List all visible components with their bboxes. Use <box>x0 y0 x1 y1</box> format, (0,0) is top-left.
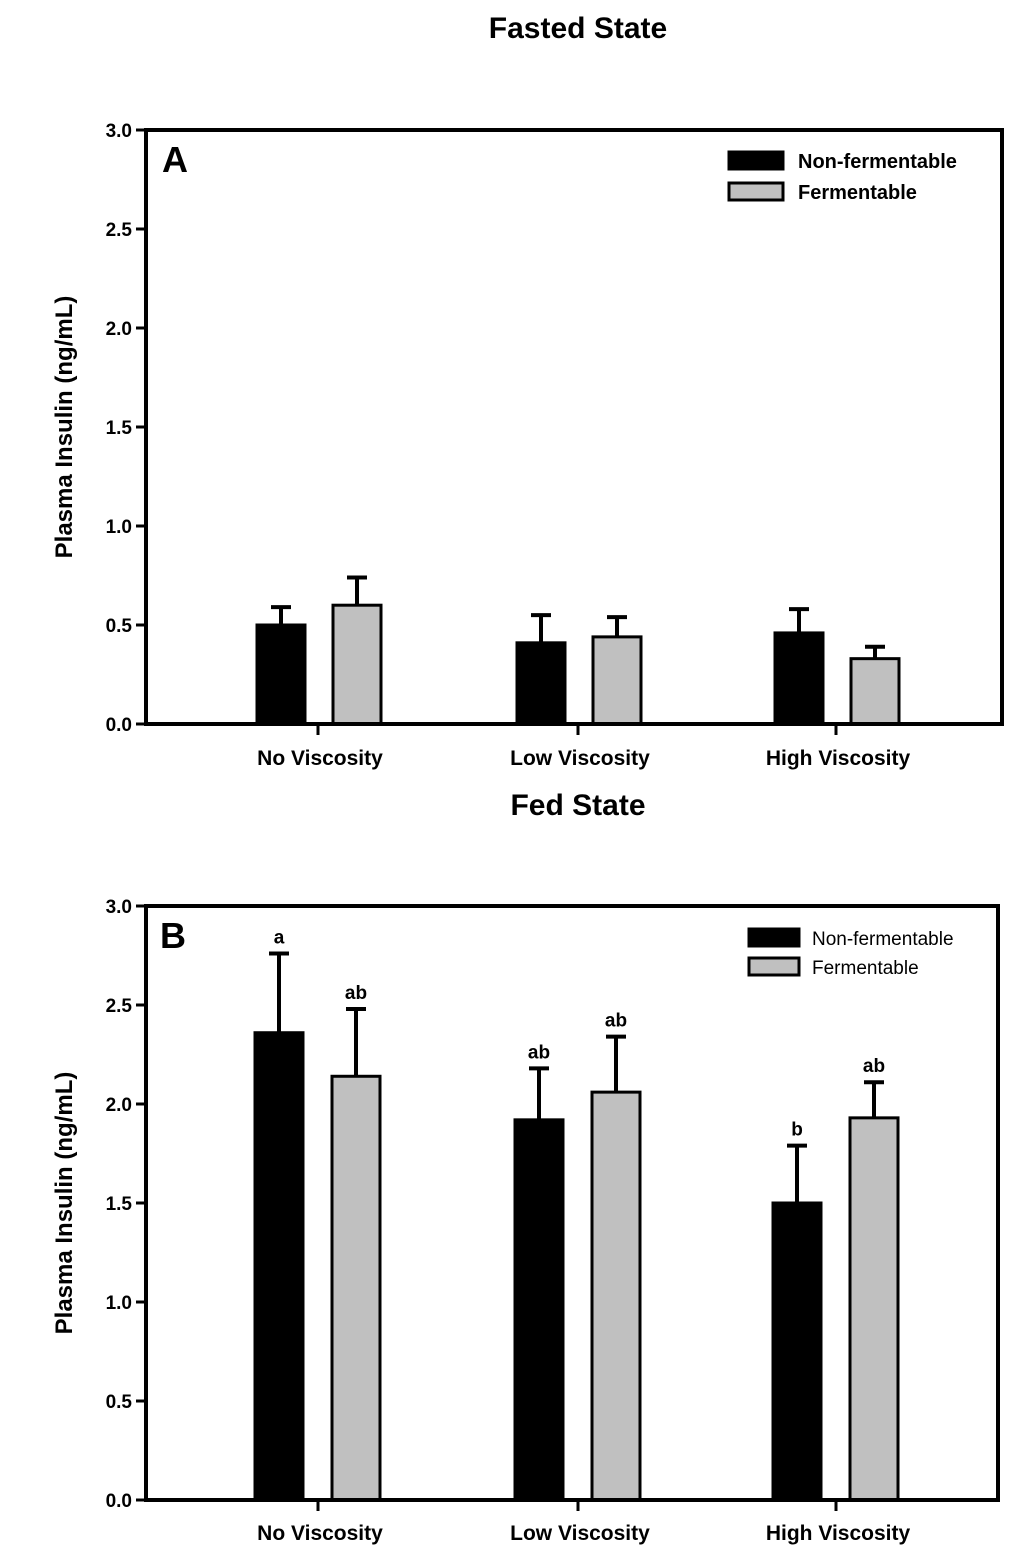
panel-b-title: Fed State <box>510 789 645 822</box>
panel-a-y-tick-label: 0.0 <box>106 715 132 736</box>
panel-b-legend-label: Fermentable <box>812 958 919 979</box>
panel-b-significance-label: ab <box>605 1011 627 1032</box>
panel-b-bar-non-fermentable <box>253 1031 305 1502</box>
panel-b-legend-label: Non-fermentable <box>812 929 954 950</box>
panel-b-significance-label: b <box>791 1120 803 1141</box>
panel-b-significance-label: a <box>274 928 285 949</box>
panel-b-significance-label: ab <box>528 1042 550 1063</box>
panel-a-title: Fasted State <box>489 12 667 45</box>
panel-b-y-tick-label: 1.0 <box>106 1293 132 1314</box>
panel-a-bar-non-fermentable <box>773 631 825 726</box>
panel-a-category-label: Low Viscosity <box>510 747 650 770</box>
panel-a-legend-swatch-fermentable <box>727 181 785 202</box>
panel-a-y-tick-label: 1.0 <box>106 517 132 538</box>
panel-a-bar-fermentable <box>849 657 901 726</box>
panel-a-category-label: No Viscosity <box>257 747 383 770</box>
panel-a-bar-non-fermentable <box>255 623 307 726</box>
panel-b-bar-non-fermentable <box>771 1201 823 1502</box>
panel-a-panel-letter: A <box>162 139 188 180</box>
panel-b-y-tick-label: 3.0 <box>106 897 132 918</box>
panel-a-y-axis-title: Plasma Insulin (ng/mL) <box>51 296 78 559</box>
panel-b-legend-swatch-fermentable <box>747 956 801 977</box>
panel-b-y-axis-title: Plasma Insulin (ng/mL) <box>51 1072 78 1335</box>
panel-b-panel-letter: B <box>160 915 186 956</box>
panel-b-significance-label: ab <box>863 1056 885 1077</box>
panel-a-legend-label: Non-fermentable <box>798 151 957 173</box>
panel-b-y-tick-label: 2.5 <box>106 996 133 1017</box>
panel-b-legend-swatch-non-fermentable <box>747 927 801 948</box>
panel-a-legend-label: Fermentable <box>798 182 917 204</box>
panel-a-bar-fermentable <box>591 635 643 726</box>
panel-a-bar-non-fermentable <box>515 641 567 726</box>
panel-b-y-tick-label: 0.5 <box>106 1392 133 1413</box>
panel-b-category-label: High Viscosity <box>766 1522 911 1545</box>
panel-a-y-tick-label: 3.0 <box>106 121 132 142</box>
panel-b-category-label: Low Viscosity <box>510 1522 650 1545</box>
panel-a-category-label: High Viscosity <box>766 747 911 770</box>
panel-a-y-tick-label: 2.5 <box>106 220 133 241</box>
panel-b-category-label: No Viscosity <box>257 1522 383 1545</box>
panel-a-bar-fermentable <box>331 603 383 726</box>
panel-b-bar-fermentable <box>848 1116 900 1502</box>
panel-b-y-tick-label: 0.0 <box>106 1491 132 1512</box>
panel-a-y-tick-label: 2.0 <box>106 319 132 340</box>
panel-a-y-tick-label: 1.5 <box>106 418 133 439</box>
panel-a-legend-swatch-non-fermentable <box>727 150 785 171</box>
panel-b-bar-non-fermentable <box>513 1118 565 1502</box>
panel-b-y-tick-label: 1.5 <box>106 1194 133 1215</box>
panel-b-bar-fermentable <box>330 1074 382 1502</box>
panel-b-significance-label: ab <box>345 983 367 1004</box>
panel-b-y-tick-label: 2.0 <box>106 1095 132 1116</box>
panel-a-y-tick-label: 0.5 <box>106 616 133 637</box>
panel-b-bar-fermentable <box>590 1090 642 1502</box>
